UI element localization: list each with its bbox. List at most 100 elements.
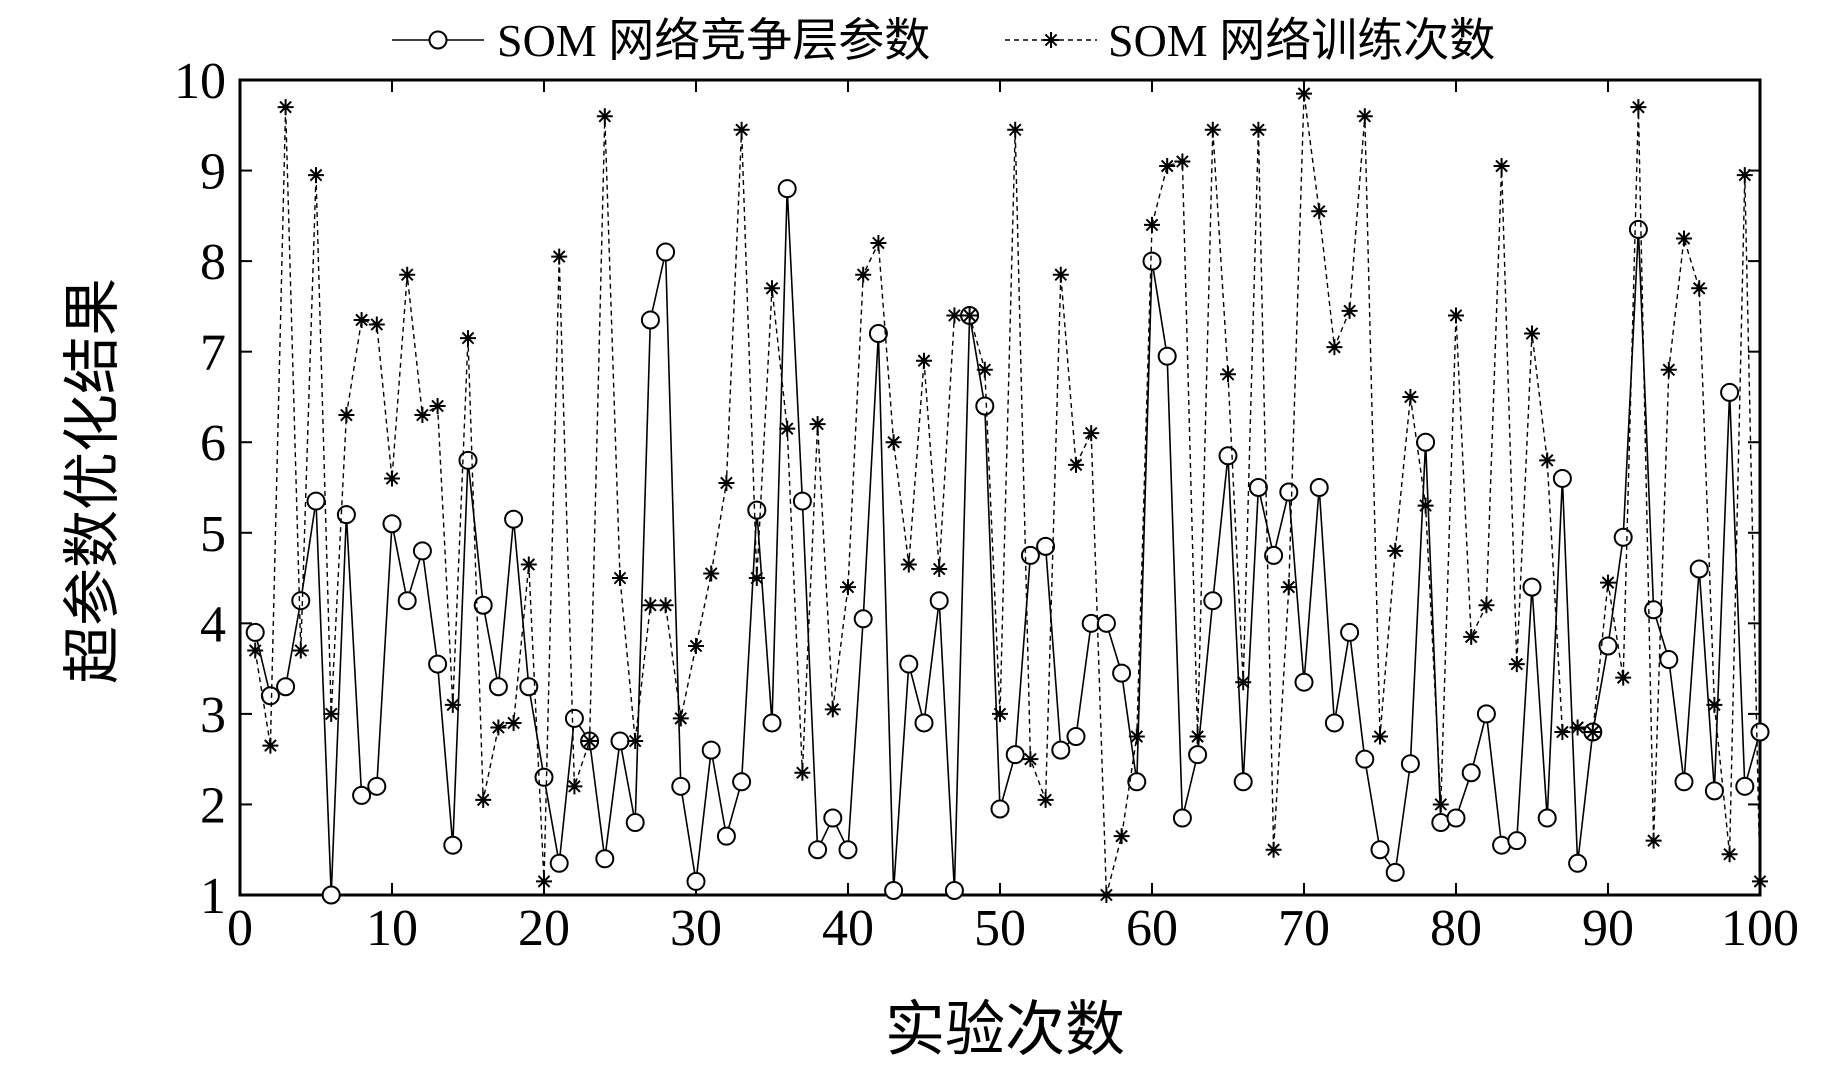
data-point bbox=[1112, 663, 1132, 683]
data-point bbox=[824, 701, 841, 718]
y-axis-label: 超参数优化结果 bbox=[60, 278, 125, 684]
data-point bbox=[519, 677, 539, 697]
data-point bbox=[1188, 745, 1208, 765]
data-point bbox=[1036, 536, 1056, 556]
data-point bbox=[1174, 153, 1191, 170]
legend: SOM 网络竞争层参数 SOM 网络训练次数 bbox=[392, 15, 1495, 66]
data-point bbox=[764, 280, 780, 297]
x-tick-label: 10 bbox=[366, 900, 418, 957]
data-point bbox=[1372, 728, 1388, 745]
data-point bbox=[718, 474, 735, 491]
data-point bbox=[1005, 745, 1025, 765]
y-tick-label: 10 bbox=[174, 53, 226, 110]
data-point bbox=[247, 642, 264, 659]
data-point bbox=[1628, 219, 1648, 239]
data-point bbox=[1569, 719, 1586, 736]
y-tick-label: 8 bbox=[200, 234, 226, 291]
data-point bbox=[1659, 650, 1679, 670]
data-point bbox=[352, 785, 372, 805]
data-point bbox=[688, 637, 704, 654]
data-point bbox=[976, 361, 993, 378]
data-point bbox=[536, 873, 552, 890]
data-point bbox=[1704, 781, 1724, 801]
y-tick-label: 1 bbox=[200, 868, 226, 925]
data-point bbox=[291, 591, 311, 611]
data-point bbox=[916, 352, 932, 369]
data-point bbox=[1645, 832, 1662, 849]
x-tick-label: 0 bbox=[227, 900, 253, 957]
plot-frame bbox=[238, 78, 1762, 897]
legend-label-2: SOM 网络训练次数 bbox=[1108, 15, 1495, 66]
data-point bbox=[1539, 452, 1556, 469]
data-point bbox=[794, 764, 811, 781]
data-point bbox=[1311, 203, 1328, 220]
data-point bbox=[1750, 722, 1770, 742]
data-point bbox=[321, 885, 341, 905]
data-point bbox=[1674, 772, 1694, 792]
series-line bbox=[254, 188, 1761, 896]
data-point bbox=[1083, 425, 1100, 442]
data-point bbox=[1387, 542, 1404, 559]
data-point bbox=[975, 396, 995, 416]
data-point bbox=[900, 556, 917, 573]
data-point bbox=[809, 416, 826, 433]
data-point bbox=[428, 654, 448, 674]
data-point bbox=[1172, 808, 1192, 828]
data-point bbox=[490, 719, 507, 736]
data-point bbox=[808, 840, 828, 860]
data-point bbox=[1356, 108, 1373, 125]
data-point bbox=[1416, 432, 1436, 452]
data-point bbox=[1385, 862, 1405, 882]
data-point bbox=[853, 609, 873, 629]
data-point bbox=[612, 570, 628, 587]
data-point bbox=[1600, 574, 1616, 591]
data-point bbox=[1309, 478, 1329, 497]
data-point bbox=[1400, 754, 1420, 774]
data-point bbox=[1294, 672, 1314, 692]
data-point bbox=[657, 597, 674, 614]
data-point bbox=[1446, 808, 1466, 828]
data-point bbox=[1280, 579, 1297, 596]
data-point bbox=[1721, 846, 1738, 863]
data-point bbox=[292, 642, 309, 659]
data-point bbox=[885, 434, 902, 451]
data-point bbox=[1478, 597, 1495, 614]
data-point bbox=[1007, 121, 1024, 138]
data-point bbox=[884, 880, 904, 900]
data-point bbox=[748, 570, 765, 587]
data-point bbox=[1613, 527, 1633, 547]
data-point bbox=[1157, 346, 1177, 366]
data-point bbox=[946, 307, 963, 324]
axes-group: 0 10 20 30 40 50 60 70 80 90 100 1 2 3 4 5 6 7 8 9 10 bbox=[174, 53, 1799, 957]
x-tick-label: 100 bbox=[1721, 900, 1799, 957]
data-point bbox=[944, 880, 964, 900]
data-point bbox=[338, 407, 355, 424]
series-line bbox=[254, 93, 1761, 896]
data-point bbox=[397, 591, 417, 611]
data-point bbox=[1691, 280, 1708, 297]
data-point bbox=[1417, 497, 1434, 514]
data-point bbox=[762, 713, 782, 733]
data-point bbox=[1159, 158, 1176, 175]
data-point bbox=[1402, 388, 1419, 405]
data-point bbox=[262, 737, 279, 754]
data-point bbox=[1508, 656, 1525, 673]
data-point bbox=[1537, 808, 1557, 828]
data-point bbox=[716, 826, 736, 846]
data-point bbox=[1463, 628, 1480, 645]
data-point bbox=[399, 266, 416, 283]
data-point bbox=[1448, 307, 1464, 324]
data-point bbox=[1113, 828, 1130, 845]
data-point bbox=[840, 579, 856, 596]
data-point bbox=[444, 696, 461, 713]
data-point bbox=[1598, 636, 1618, 656]
y-tick-label: 4 bbox=[200, 596, 226, 653]
data-point bbox=[276, 677, 296, 697]
data-point bbox=[260, 686, 280, 706]
data-point bbox=[1720, 382, 1740, 402]
data-point bbox=[855, 266, 872, 283]
data-point bbox=[1630, 99, 1647, 116]
data-point bbox=[1735, 776, 1755, 796]
data-point bbox=[596, 108, 613, 125]
